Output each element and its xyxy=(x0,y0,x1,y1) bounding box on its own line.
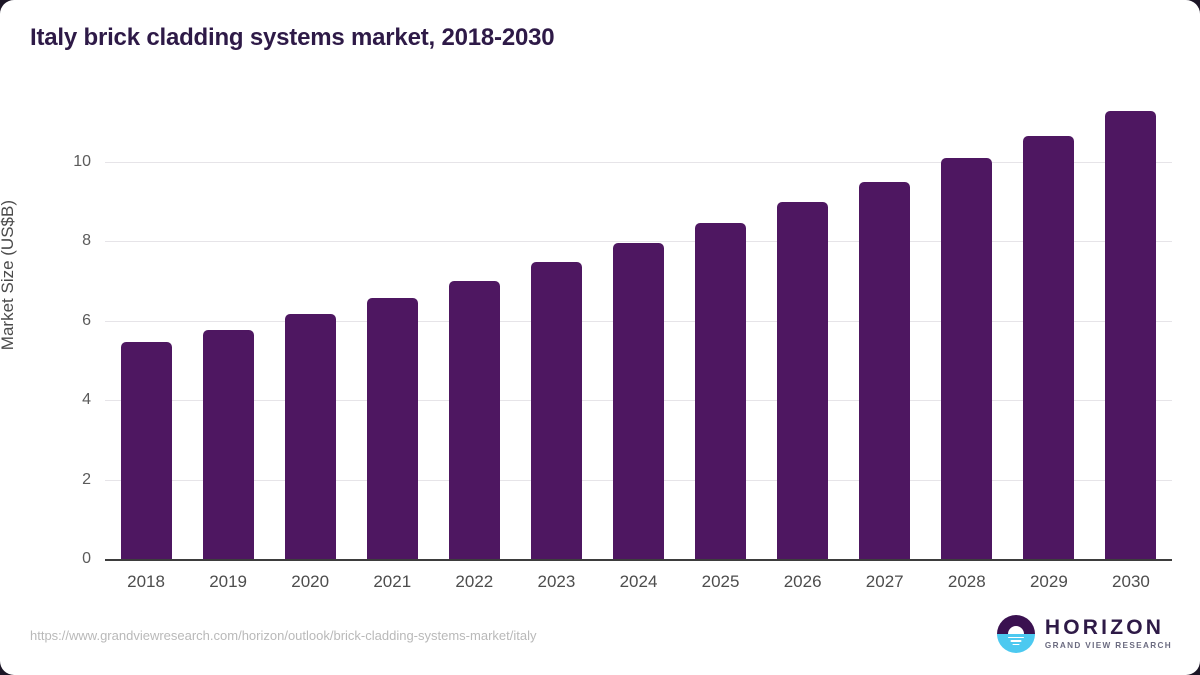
horizon-line-1 xyxy=(1007,636,1024,639)
y-axis-title: Market Size (US$B) xyxy=(0,200,17,351)
x-tick-label-2022: 2022 xyxy=(455,572,494,591)
bar-2028[interactable] xyxy=(941,158,993,559)
x-tick-label-2026: 2026 xyxy=(783,572,822,591)
bar-2024[interactable] xyxy=(613,242,664,559)
y-tick-label: 0 xyxy=(82,550,91,567)
logo-tagline: GRAND VIEW RESEARCH xyxy=(1044,641,1172,651)
x-tick-label-2027: 2027 xyxy=(865,572,904,591)
bar-2022[interactable] xyxy=(448,281,500,559)
bar-2020[interactable] xyxy=(284,314,336,559)
x-tick-label-2019: 2019 xyxy=(209,572,248,591)
x-tick-label-2018: 2018 xyxy=(127,572,165,591)
horizon-logo-icon xyxy=(996,615,1035,653)
bar-2023[interactable] xyxy=(530,262,582,559)
logo-wordmark: HORIZON xyxy=(1044,616,1165,640)
x-tick-label-2030: 2030 xyxy=(1112,572,1150,591)
horizon-line-3 xyxy=(1012,643,1020,646)
gridline-10 xyxy=(105,161,1172,163)
x-tick-label-2021: 2021 xyxy=(373,572,412,591)
y-tick-label: 10 xyxy=(73,152,91,170)
horizon-logo: HORIZON GRAND VIEW RESEARCH xyxy=(996,615,1172,653)
horizon-line-2 xyxy=(1010,640,1022,642)
sun-dome-shape xyxy=(1007,626,1024,634)
bar-2018[interactable] xyxy=(120,341,172,559)
x-tick-label-2025: 2025 xyxy=(701,572,740,591)
logo-text-block: HORIZON GRAND VIEW RESEARCH xyxy=(1045,617,1172,650)
x-tick-label-2029: 2029 xyxy=(1029,572,1068,591)
bar-2027[interactable] xyxy=(859,182,911,559)
bar-2021[interactable] xyxy=(366,297,418,559)
x-tick-label-2024: 2024 xyxy=(619,572,658,591)
y-tick-label: 6 xyxy=(82,311,91,329)
x-tick-label-2023: 2023 xyxy=(537,572,576,591)
gridline-8 xyxy=(105,241,1172,243)
x-tick-label-2028: 2028 xyxy=(947,572,986,591)
y-tick-label: 8 xyxy=(82,232,91,250)
bar-2029[interactable] xyxy=(1023,135,1075,559)
y-tick-label: 2 xyxy=(82,470,91,488)
gridline-0 xyxy=(105,559,1172,561)
bar-2019[interactable] xyxy=(202,330,254,559)
x-tick-label-2020: 2020 xyxy=(291,572,330,591)
y-tick-label: 4 xyxy=(82,391,91,409)
bar-2030[interactable] xyxy=(1105,110,1157,559)
source-url[interactable]: https://www.grandviewresearch.com/horizo… xyxy=(30,628,537,643)
bars-layer xyxy=(105,100,1172,559)
page-title: Italy brick cladding systems market, 201… xyxy=(30,24,555,51)
bar-2026[interactable] xyxy=(777,202,829,559)
bar-2025[interactable] xyxy=(695,222,747,559)
